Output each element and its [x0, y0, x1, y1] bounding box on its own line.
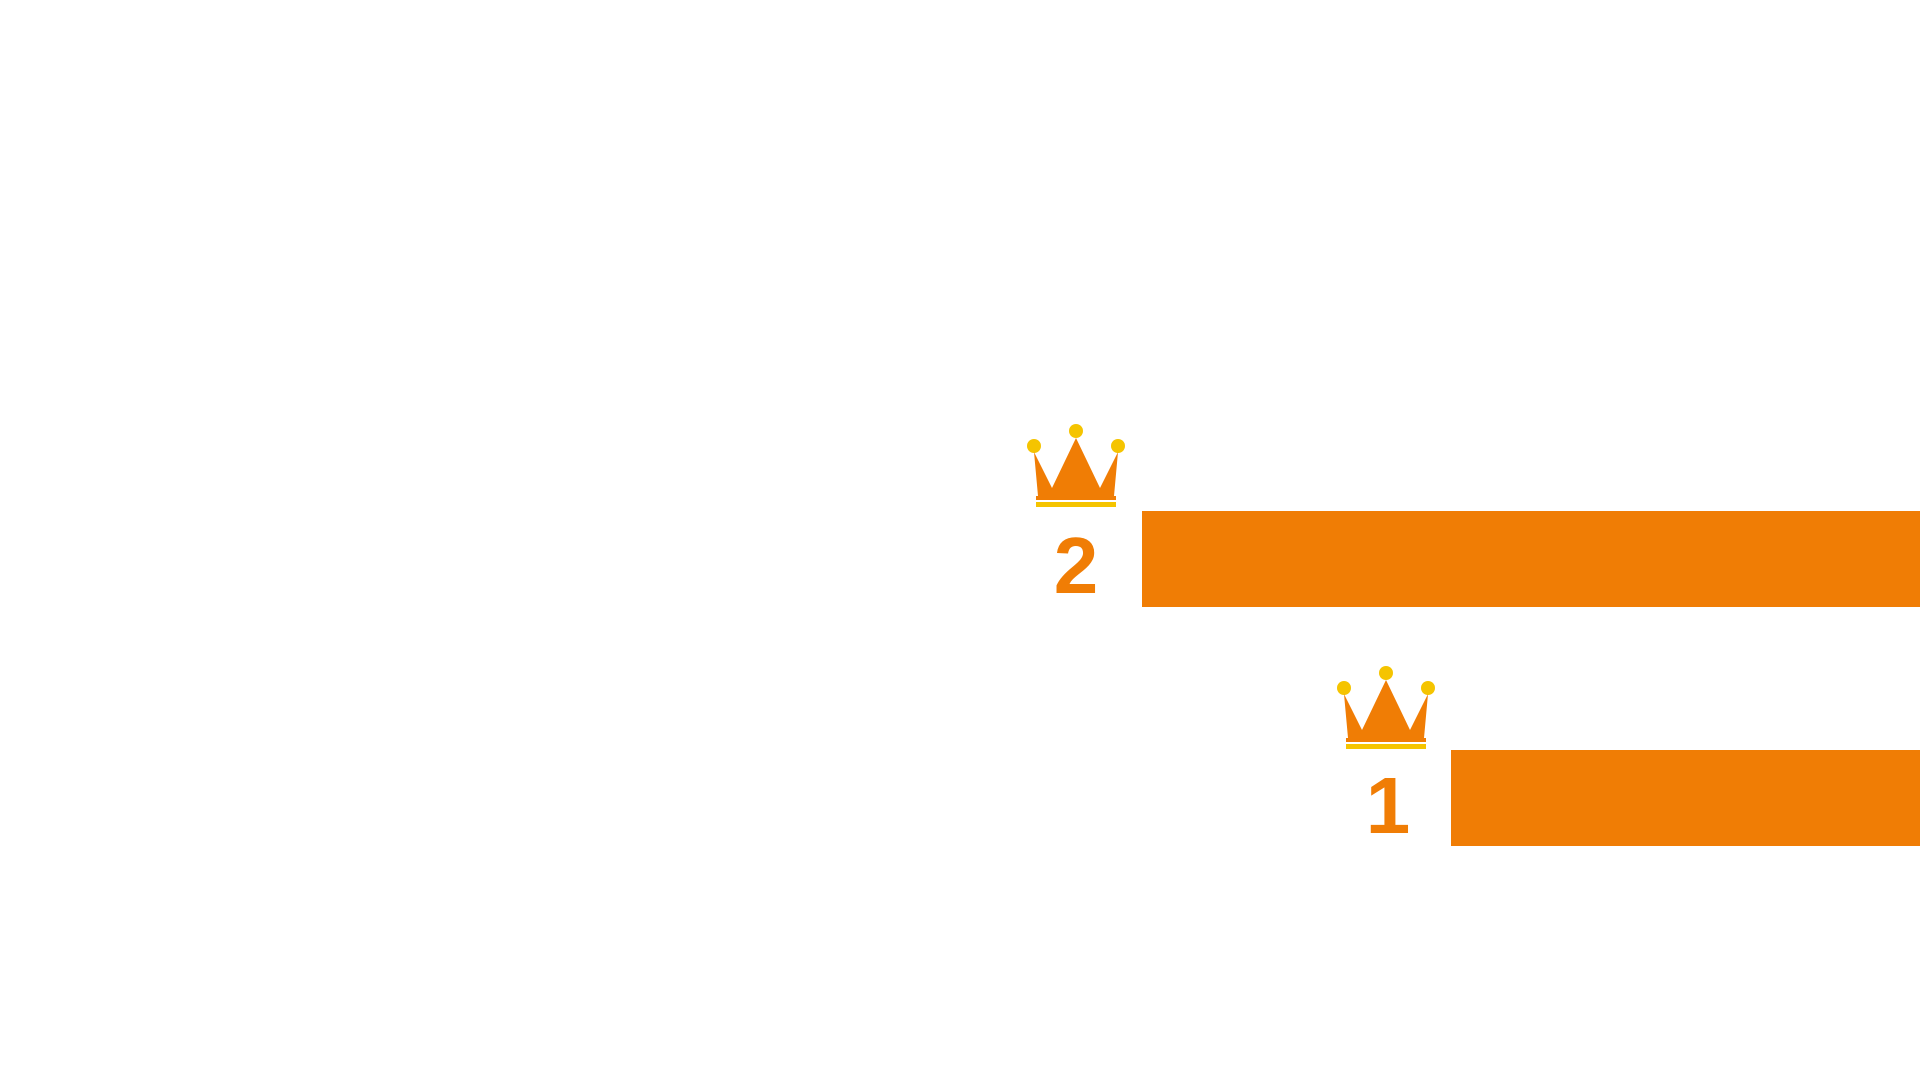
- rank-number-2: 2: [1053, 521, 1099, 610]
- crown-icon: [1337, 666, 1435, 749]
- rank-bar-2: [1142, 511, 1920, 607]
- rank-bar-1: [1451, 750, 1920, 846]
- rank-number-1: 1: [1365, 761, 1411, 850]
- crown-icon: [1027, 424, 1125, 507]
